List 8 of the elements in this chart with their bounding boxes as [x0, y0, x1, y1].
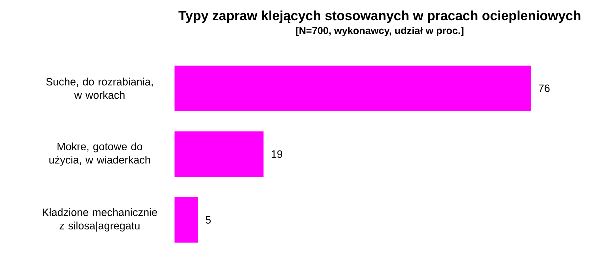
data-label: 19 [272, 150, 282, 158]
y-tick-label: Kładzione mechanicznie z silosa|agregatu [43, 208, 158, 232]
chart-subtitle: [N=700, wykonawcy, udział w proc.] [296, 27, 464, 36]
data-label: 76 [538, 84, 550, 92]
y-tick-label: Suche, do rozrabiania, w workach [46, 78, 153, 100]
y-tick-label: Mokre, gotowe do użycia, w wiaderkach [50, 142, 150, 166]
data-label: 5 [206, 216, 211, 224]
chart-title: Typy zapraw klejących stosowanych w pracach ociepleniowych [178, 10, 581, 24]
